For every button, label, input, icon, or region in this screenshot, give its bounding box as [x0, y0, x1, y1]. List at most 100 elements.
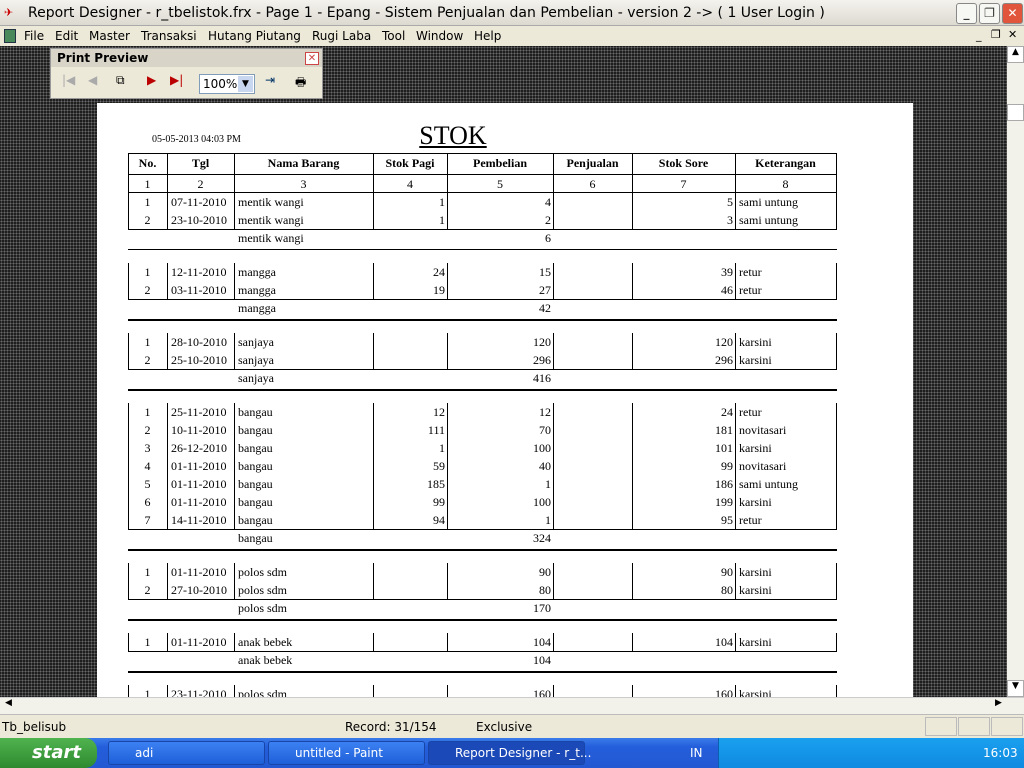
menu-item[interactable]: Hutang Piutang [208, 29, 301, 43]
column-border [373, 403, 374, 529]
table-cell: 28-10-2010 [171, 335, 227, 349]
column-border [128, 563, 129, 599]
table-cell: 15 [539, 265, 551, 279]
toolbar-close[interactable]: ✕ [305, 52, 319, 65]
first-page-button[interactable]: |◀ [62, 73, 76, 87]
menu-item[interactable]: Help [474, 29, 502, 43]
menu-item[interactable]: File [24, 29, 45, 43]
zoom-dropdown[interactable]: ▼ [238, 76, 253, 92]
horizontal-scrollbar[interactable]: ◀ ▶ [0, 697, 1024, 714]
column-header: Nama Barang [267, 156, 340, 170]
task-button[interactable]: Report Designer - r_t... [428, 741, 591, 765]
column-border [128, 153, 129, 192]
menu-item[interactable]: Transaksi [141, 29, 197, 43]
table-cell: 4 [545, 195, 551, 209]
menu-item[interactable]: Master [89, 29, 130, 43]
mdi-minimize[interactable]: _ [976, 29, 982, 42]
table-cell: 100 [533, 495, 551, 509]
last-page-button[interactable]: ▶| [170, 73, 184, 87]
scroll-right[interactable]: ▶ [995, 698, 1002, 708]
table-cell: retur [739, 405, 762, 419]
table-cell: retur [739, 265, 762, 279]
table-cell: novitasari [739, 423, 787, 437]
print-button[interactable]: 🖶 [295, 75, 307, 89]
menu-bar: _ ❐ ✕ File Edit Master Transaksi Hutang Piut… [0, 26, 1024, 46]
rule-line [128, 192, 837, 193]
maximize-button[interactable]: ❐ [979, 3, 1000, 24]
scroll-up[interactable]: ▲ [1007, 46, 1024, 63]
menu-item[interactable]: Edit [55, 29, 79, 43]
table-cell: 2 [144, 583, 151, 597]
table-cell: karsini [739, 635, 772, 649]
table-cell: polos sdm [238, 687, 288, 697]
menu-item[interactable]: Rugi Laba [312, 29, 372, 43]
goto-page-button[interactable]: ⧉ [116, 73, 125, 87]
print-preview-toolbar: Print Preview ✕ |◀ ◀ ⧉ ▶ ▶| 100% ▼ ⇥ 🖶 [50, 48, 323, 99]
column-number: 2 [197, 177, 204, 191]
column-header: Penjualan [566, 156, 619, 170]
close-button[interactable]: ✕ [1002, 3, 1023, 24]
table-cell: 1 [144, 265, 151, 279]
zoom-combo[interactable]: 100% ▼ [199, 74, 255, 94]
toolbar-title: Print Preview [57, 51, 149, 65]
app-icon: ✈ [4, 6, 14, 19]
table-cell: 46 [721, 283, 733, 297]
mdi-restore[interactable]: ❐ [991, 28, 1001, 41]
table-cell: 104 [533, 635, 551, 649]
scroll-down[interactable]: ▼ [1007, 680, 1024, 697]
subtotal-name: mentik wangi [238, 231, 304, 245]
task-button[interactable]: adi [108, 741, 265, 765]
column-border [447, 403, 448, 529]
taskbar: start 16:03 IN adi untitled - Paint Report… [0, 738, 1024, 768]
vertical-scrollbar[interactable]: ▲ ▼ [1007, 46, 1024, 697]
column-border [836, 685, 837, 697]
status-mode: Exclusive [476, 720, 533, 734]
task-button[interactable]: untitled - Paint [268, 741, 425, 765]
column-border [373, 563, 374, 599]
table-cell: 1 [144, 687, 151, 697]
column-border [447, 563, 448, 599]
column-border [447, 153, 448, 192]
table-cell: 185 [427, 477, 445, 491]
start-button[interactable]: start [0, 738, 97, 768]
table-cell: 95 [721, 513, 733, 527]
mdi-close[interactable]: ✕ [1008, 28, 1018, 41]
next-page-button[interactable]: ▶ [147, 73, 157, 87]
column-header: Pembelian [473, 156, 527, 170]
scroll-thumb[interactable] [1007, 104, 1024, 121]
column-border [128, 333, 129, 369]
table-cell: 01-11-2010 [171, 495, 227, 509]
rule-line [128, 174, 837, 175]
menu-item[interactable]: Tool [382, 29, 406, 43]
scroll-left[interactable]: ◀ [5, 698, 12, 708]
column-header: Stok Pagi [385, 156, 435, 170]
table-cell: 5 [144, 477, 151, 491]
language-indicator[interactable]: IN [690, 746, 703, 760]
column-border [553, 263, 554, 299]
table-cell: karsini [739, 583, 772, 597]
minimize-button[interactable]: _ [956, 3, 977, 24]
table-cell: 1 [144, 565, 151, 579]
system-tray: 16:03 [718, 738, 1024, 768]
column-border [735, 685, 736, 697]
table-cell: 03-11-2010 [171, 283, 227, 297]
table-cell: 186 [715, 477, 733, 491]
column-border [553, 633, 554, 651]
table-cell: 14-11-2010 [171, 513, 227, 527]
title-bar: ✈ Report Designer - r_tbelistok.frx - Pa… [0, 0, 1024, 26]
close-preview-button[interactable]: ⇥ [265, 73, 276, 87]
previous-page-button[interactable]: ◀ [88, 73, 98, 87]
column-number: 6 [589, 177, 596, 191]
table-cell: 90 [539, 565, 551, 579]
table-cell: 12-11-2010 [171, 265, 227, 279]
column-border [234, 193, 235, 229]
column-border [128, 633, 129, 651]
table-cell: polos sdm [238, 565, 288, 579]
column-number: 4 [407, 177, 413, 191]
table-cell: 3 [144, 441, 151, 455]
table-cell: 100 [533, 441, 551, 455]
table-cell: 7 [144, 513, 151, 527]
menu-item[interactable]: Window [416, 29, 464, 43]
column-border [234, 153, 235, 192]
